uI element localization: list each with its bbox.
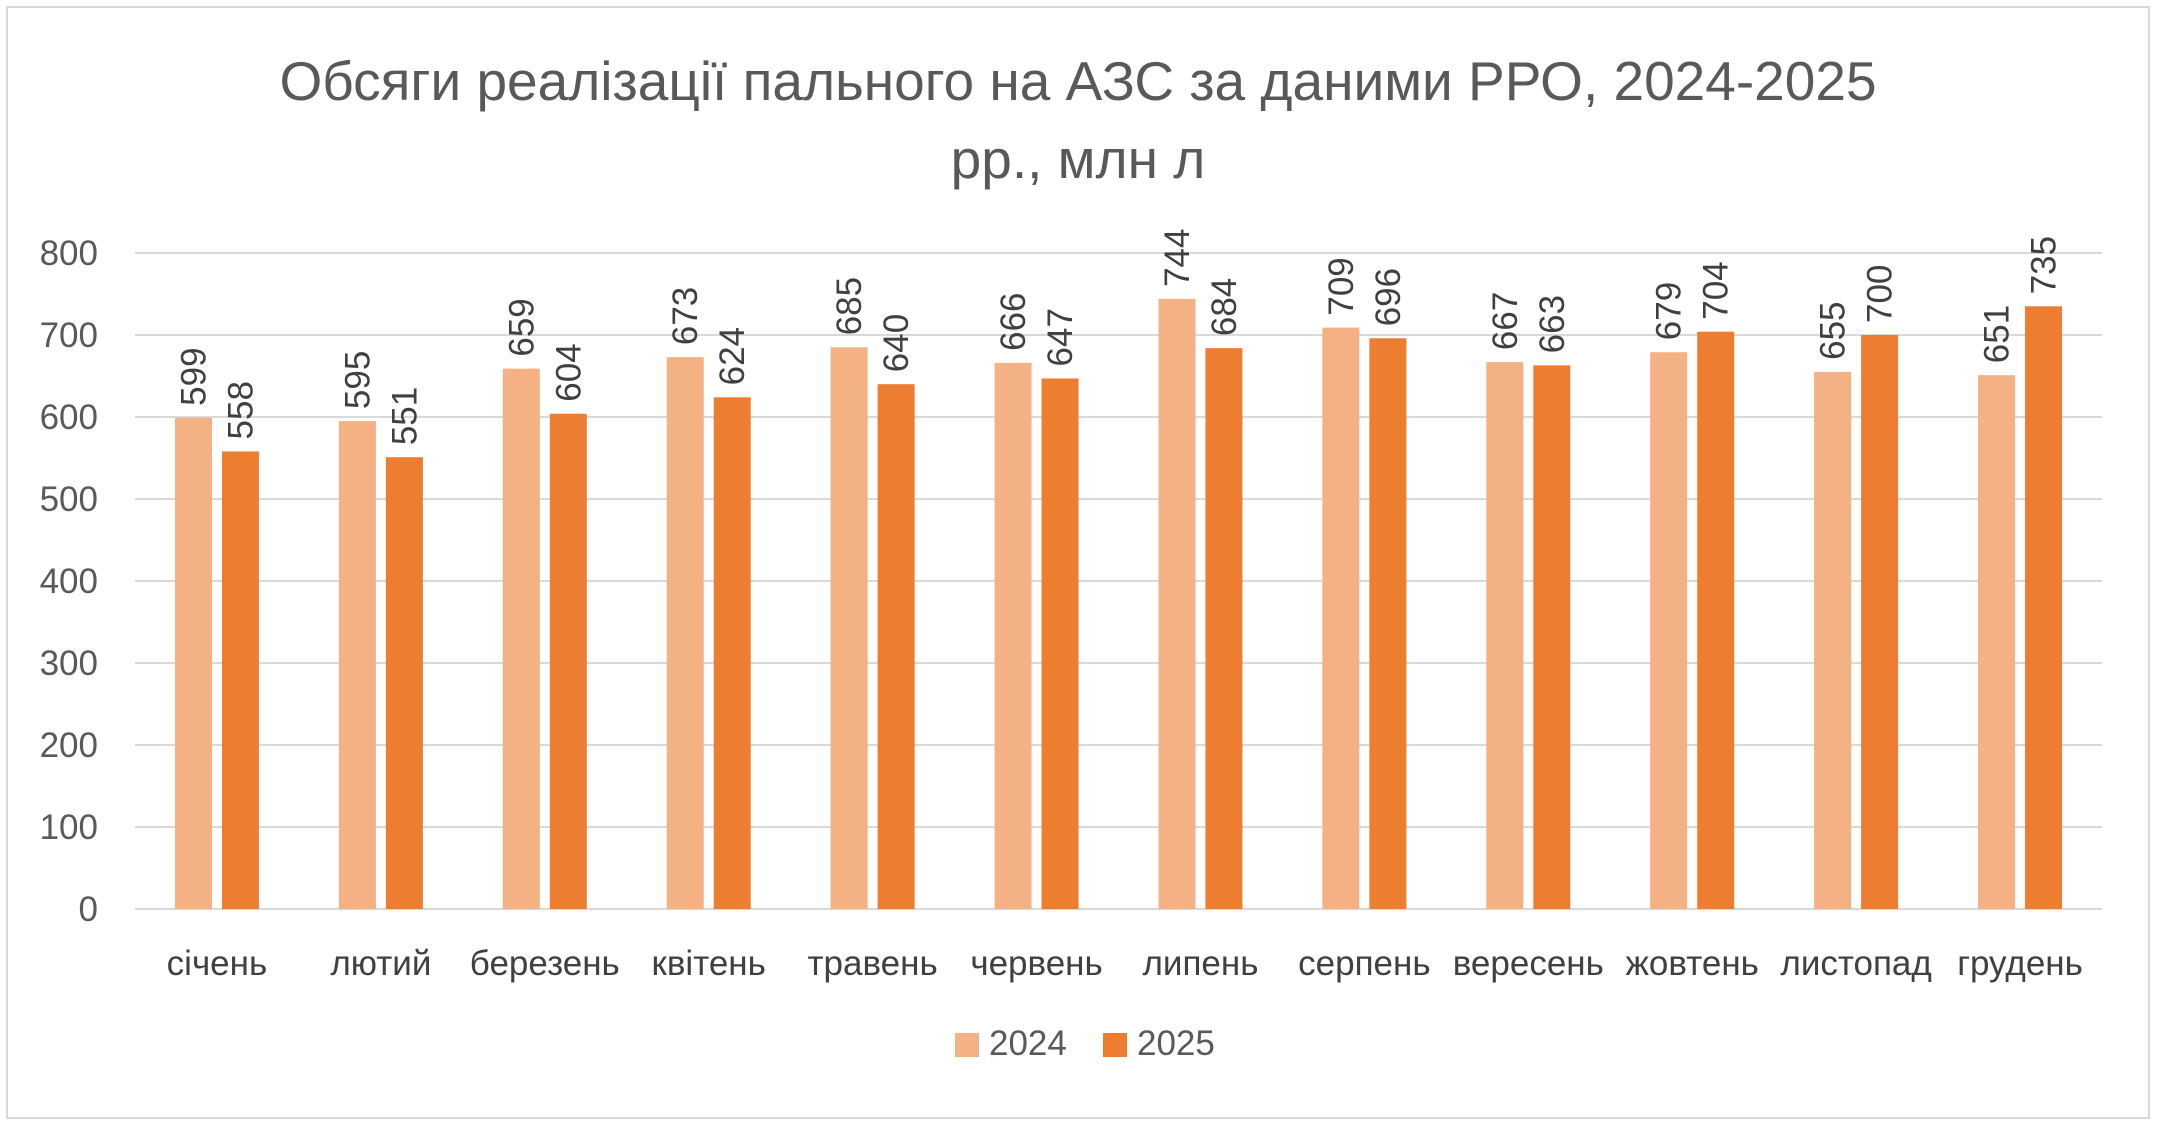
category-label: серпень xyxy=(1298,944,1430,983)
bar-2025-грудень xyxy=(2025,306,2063,909)
bar-2024-вересень xyxy=(1486,362,1524,909)
y-tick-label: 200 xyxy=(40,726,98,765)
data-label-2024-січень: 599 xyxy=(174,347,213,405)
bar-2025-липень xyxy=(1205,348,1243,909)
data-label-2024-грудень: 651 xyxy=(1978,305,2017,363)
category-label: жовтень xyxy=(1626,944,1759,983)
bar-2024-березень xyxy=(502,368,540,909)
bar-2024-жовтень xyxy=(1650,352,1688,910)
y-tick-label: 700 xyxy=(40,316,98,355)
category-label: грудень xyxy=(1957,944,2083,983)
data-label-2025-лютий: 551 xyxy=(385,387,424,445)
bar-2024-січень xyxy=(174,417,212,909)
chart-title-line-1: Обсяги реалізації пального на АЗС за дан… xyxy=(279,50,1876,112)
data-label-2025-січень: 558 xyxy=(221,381,260,439)
bar-2025-травень xyxy=(877,384,915,909)
bar-2025-січень xyxy=(221,451,259,909)
bar-2024-травень xyxy=(830,347,868,909)
category-label: квітень xyxy=(652,944,766,983)
bars xyxy=(174,298,2063,910)
data-label-2024-липень: 744 xyxy=(1158,229,1197,287)
category-label: травень xyxy=(808,944,938,983)
data-label-2025-грудень: 735 xyxy=(2025,236,2064,294)
category-label: вересень xyxy=(1453,944,1604,983)
bar-2025-лютий xyxy=(385,457,423,909)
bar-2024-лютий xyxy=(338,421,376,909)
chart-title-line-2: рр., млн л xyxy=(951,128,1206,190)
bar-2025-березень xyxy=(549,413,587,909)
legend-swatch-2024 xyxy=(955,1033,979,1057)
y-axis-tick-labels: 0 100 200 300 400 500 600 700 800 xyxy=(40,234,98,929)
data-label-2024-серпень: 709 xyxy=(1322,257,1361,315)
y-tick-label: 600 xyxy=(40,398,98,437)
category-label: лютий xyxy=(330,944,431,983)
y-tick-label: 300 xyxy=(40,644,98,683)
data-label-2024-травень: 685 xyxy=(830,277,869,335)
category-label: липень xyxy=(1142,944,1258,983)
y-tick-label: 800 xyxy=(40,234,98,273)
data-label-2025-травень: 640 xyxy=(877,314,916,372)
bar-2024-квітень xyxy=(666,357,704,909)
data-label-2024-листопад: 655 xyxy=(1814,301,1853,359)
legend-swatch-2025 xyxy=(1103,1033,1127,1057)
data-label-2024-жовтень: 679 xyxy=(1650,282,1689,340)
data-label-2024-березень: 659 xyxy=(502,298,541,356)
y-tick-label: 100 xyxy=(40,808,98,847)
category-label: січень xyxy=(167,944,268,983)
data-label-2025-листопад: 700 xyxy=(1861,265,1900,323)
bar-2025-листопад xyxy=(1861,335,1899,909)
legend-label-2024: 2024 xyxy=(989,1024,1067,1063)
y-tick-label: 400 xyxy=(40,562,98,601)
data-label-2025-квітень: 624 xyxy=(713,327,752,385)
gridlines xyxy=(135,252,2102,910)
x-axis-category-labels: січень лютий березень квітень травень червень… xyxy=(167,944,2083,983)
data-label-2025-жовтень: 704 xyxy=(1697,261,1736,319)
bar-2025-жовтень xyxy=(1697,331,1735,910)
data-label-2025-червень: 647 xyxy=(1041,308,1080,366)
data-label-2025-серпень: 696 xyxy=(1369,268,1408,326)
bar-2025-вересень xyxy=(1533,365,1571,910)
category-label: листопад xyxy=(1780,944,1931,983)
bar-2025-квітень xyxy=(713,397,751,909)
data-label-2025-липень: 684 xyxy=(1205,278,1244,336)
category-label: червень xyxy=(970,944,1102,983)
legend-label-2025: 2025 xyxy=(1137,1024,1215,1063)
data-label-2024-квітень: 673 xyxy=(666,287,705,345)
data-label-2024-червень: 666 xyxy=(994,292,1033,350)
bar-2025-червень xyxy=(1041,378,1079,910)
y-tick-label: 500 xyxy=(40,480,98,519)
bar-2024-липень xyxy=(1158,298,1196,909)
bar-2025-серпень xyxy=(1369,338,1407,909)
bar-2024-грудень xyxy=(1978,375,2016,909)
bar-2024-серпень xyxy=(1322,327,1360,909)
data-label-2024-лютий: 595 xyxy=(338,351,377,409)
bar-2024-листопад xyxy=(1814,371,1852,909)
bar-2024-червень xyxy=(994,362,1032,909)
data-label-2024-вересень: 667 xyxy=(1486,292,1525,350)
data-label-2025-вересень: 663 xyxy=(1533,295,1572,353)
legend: 2024 2025 xyxy=(955,1024,1215,1063)
category-label: березень xyxy=(470,944,620,983)
data-label-2025-березень: 604 xyxy=(549,343,588,401)
y-tick-label: 0 xyxy=(79,890,98,929)
